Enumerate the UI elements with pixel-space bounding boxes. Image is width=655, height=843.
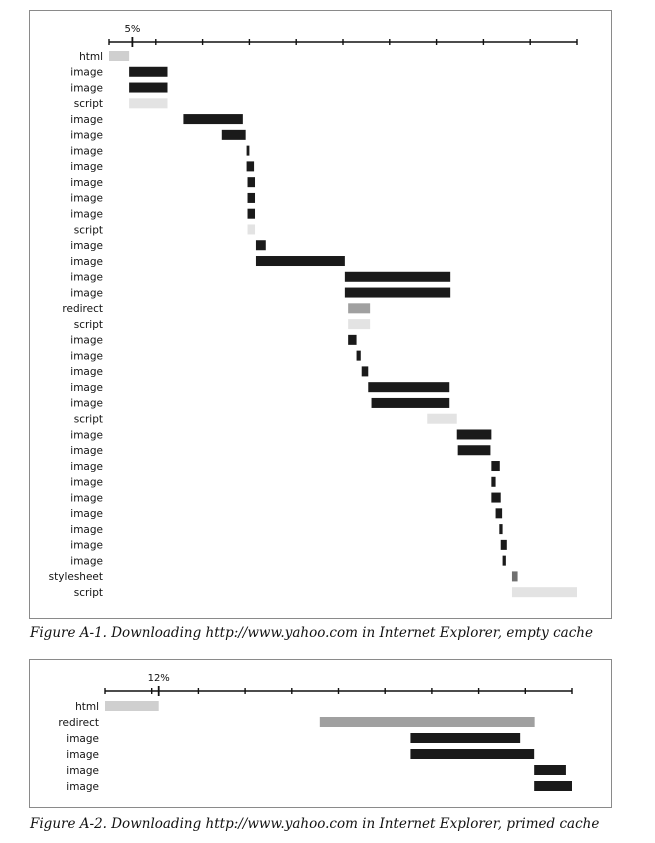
image-bar	[129, 66, 168, 77]
image-bar	[457, 445, 491, 456]
image-bar	[255, 240, 266, 251]
image-bar	[499, 524, 503, 535]
image-bar	[344, 271, 451, 282]
row-label: image	[70, 429, 103, 441]
image-bar	[410, 749, 535, 759]
image-bar	[534, 781, 572, 791]
row-label: image	[70, 256, 103, 268]
image-bar	[361, 366, 369, 377]
row-label: redirect	[58, 717, 99, 729]
chart-2-marker-label: 12%	[148, 673, 170, 684]
figure-1-frame	[29, 10, 612, 619]
row-label: image	[70, 335, 103, 347]
image-bar	[247, 208, 256, 219]
image-bar	[491, 461, 500, 472]
html-bar	[105, 701, 159, 711]
image-bar	[183, 114, 243, 125]
row-label: image	[70, 82, 103, 94]
row-label: image	[70, 508, 103, 520]
image-bar	[348, 334, 357, 345]
row-label: image	[70, 350, 103, 362]
row-label: script	[74, 98, 103, 110]
row-label: script	[74, 319, 103, 331]
html-bar	[109, 51, 130, 61]
image-bar	[246, 161, 255, 172]
row-label: image	[70, 177, 103, 189]
script-bar	[427, 413, 457, 424]
row-label: script	[74, 414, 103, 426]
row-label: image	[66, 781, 99, 793]
image-bar	[356, 350, 361, 361]
figure-1-caption: Figure A-1. Downloading http://www.yahoo…	[30, 625, 593, 641]
script-bar	[129, 98, 168, 109]
row-label: html	[75, 701, 99, 713]
image-bar	[495, 508, 503, 519]
row-label: image	[70, 366, 103, 378]
image-bar	[247, 177, 256, 188]
image-bar	[129, 82, 168, 93]
script-bar	[348, 319, 371, 330]
image-bar	[410, 733, 521, 743]
row-label: stylesheet	[49, 571, 103, 583]
row-label: image	[70, 240, 103, 252]
row-label: image	[70, 524, 103, 536]
image-bar	[344, 287, 451, 298]
row-label: image	[70, 193, 103, 205]
image-bar	[502, 555, 506, 566]
row-label: image	[70, 461, 103, 473]
image-bar	[371, 397, 450, 408]
row-label: script	[74, 587, 103, 599]
row-label: image	[70, 398, 103, 410]
row-label: image	[70, 445, 103, 457]
row-label: image	[70, 272, 103, 284]
image-bar	[500, 539, 507, 550]
row-label: image	[70, 382, 103, 394]
image-bar	[368, 382, 450, 393]
image-bar	[491, 476, 496, 487]
row-label: html	[79, 51, 103, 63]
redirect-bar	[348, 303, 371, 314]
image-bar	[491, 492, 501, 503]
row-label: redirect	[62, 303, 103, 315]
row-label: image	[70, 540, 103, 552]
row-label: image	[70, 161, 103, 173]
image-bar	[255, 256, 345, 267]
row-label: image	[70, 209, 103, 221]
image-bar	[221, 129, 246, 140]
image-bar	[246, 145, 250, 156]
script-bar	[511, 587, 577, 598]
stylesheet-bar	[511, 571, 518, 582]
row-label: script	[74, 224, 103, 236]
image-bar	[456, 429, 492, 440]
redirect-bar	[319, 717, 535, 727]
row-label: image	[70, 287, 103, 299]
row-label: image	[70, 114, 103, 126]
row-label: image	[66, 733, 99, 745]
row-label: image	[66, 765, 99, 777]
row-label: image	[66, 749, 99, 761]
row-label: image	[70, 130, 103, 142]
row-label: image	[70, 492, 103, 504]
row-label: image	[70, 67, 103, 79]
image-bar	[534, 765, 566, 775]
chart-1-marker-label: 5%	[124, 24, 140, 35]
image-bar	[247, 192, 256, 203]
row-label: image	[70, 145, 103, 157]
row-label: image	[70, 555, 103, 567]
row-label: image	[70, 477, 103, 489]
script-bar	[247, 224, 256, 235]
figure-2-caption: Figure A-2. Downloading http://www.yahoo…	[30, 816, 600, 832]
